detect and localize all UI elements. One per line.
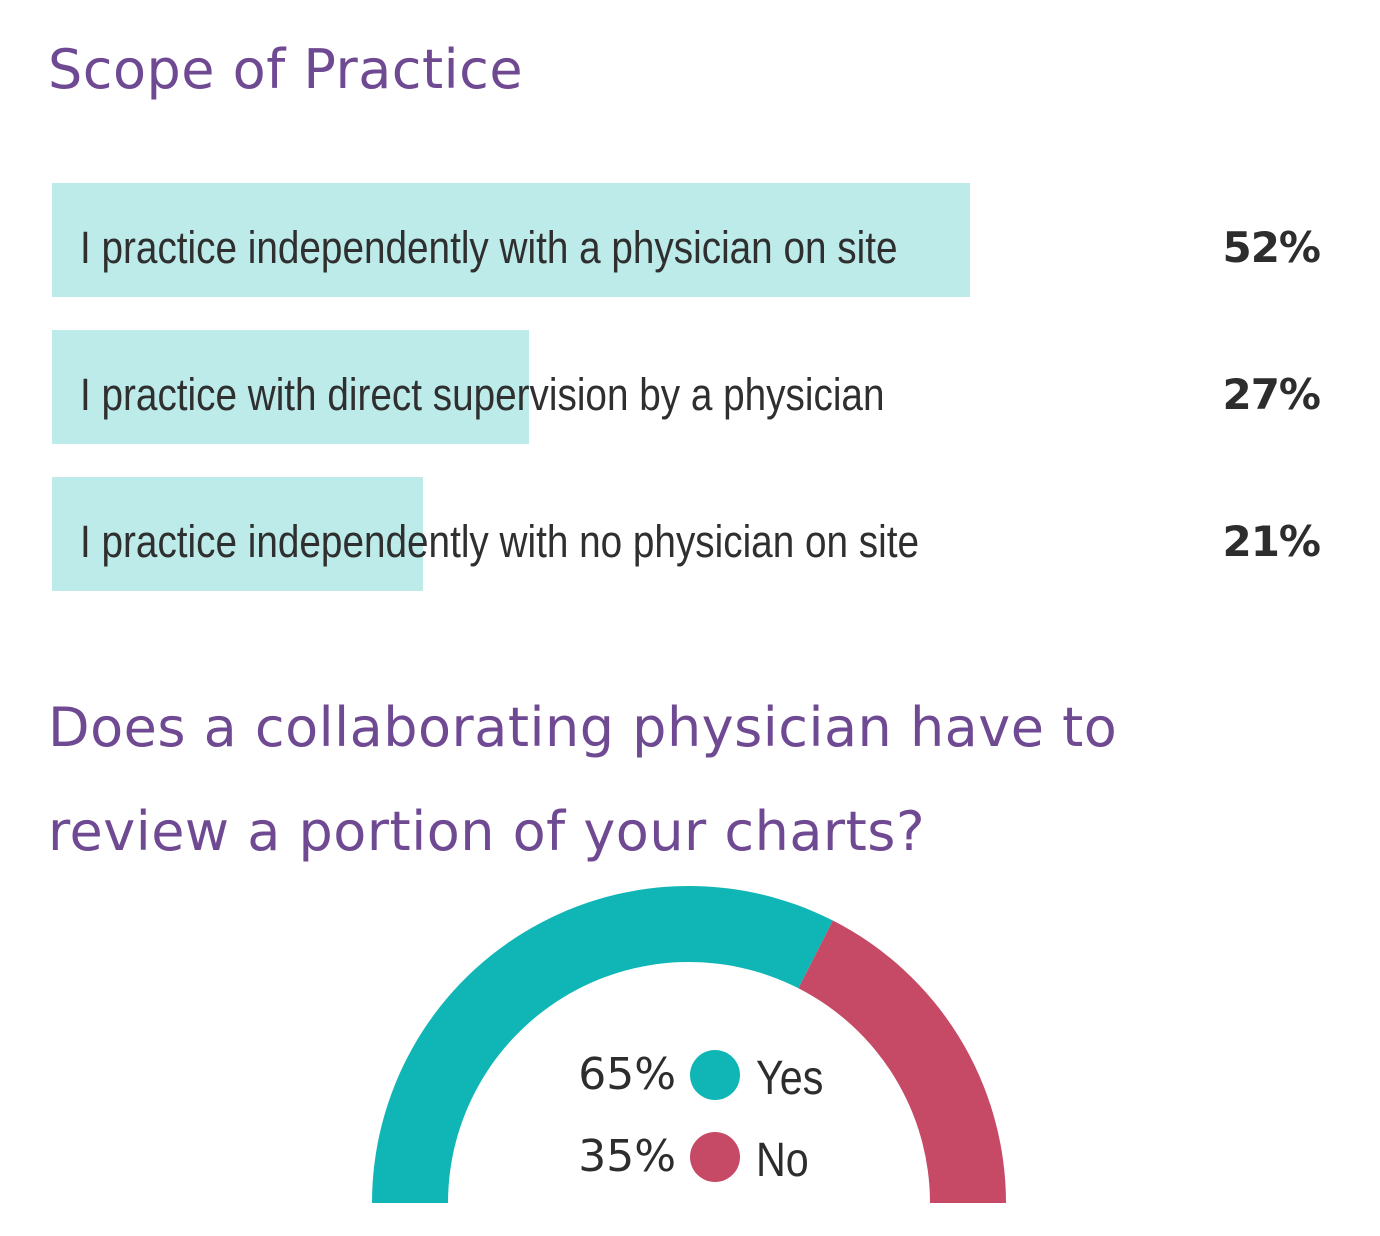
bar-row: I practice with direct supervision by a … <box>52 330 1332 444</box>
bar-row: I practice independently with a physicia… <box>52 183 1332 297</box>
legend-dot-icon <box>690 1132 740 1182</box>
legend-item-no: 35% No <box>566 1122 866 1192</box>
legend-item-yes: 65% Yes <box>566 1040 866 1110</box>
bar-row: I practice independently with no physici… <box>52 477 1332 591</box>
chart-title-scope-of-practice: Scope of Practice <box>48 38 524 101</box>
bar-label: I practice independently with no physici… <box>80 516 920 567</box>
bar-value: 21% <box>1222 517 1321 566</box>
chart-title-chart-review: Does a collaborating physician have to r… <box>48 696 1118 863</box>
gauge-segment-no <box>798 920 1006 1203</box>
bar-fill <box>52 183 970 297</box>
legend-value: 65% <box>578 1049 676 1100</box>
bar-value: 52% <box>1222 223 1321 272</box>
bar-fill <box>52 330 529 444</box>
bar-label: I practice independently with a physicia… <box>80 222 898 273</box>
gauge-segment-yes <box>372 886 833 1203</box>
legend-dot-icon <box>690 1050 740 1100</box>
bar-fill <box>52 477 423 591</box>
legend-label: No <box>756 1134 809 1187</box>
bar-label: I practice with direct supervision by a … <box>80 369 885 420</box>
legend-label: Yes <box>756 1052 824 1105</box>
legend-value: 35% <box>578 1131 676 1182</box>
bar-value: 27% <box>1222 370 1321 419</box>
